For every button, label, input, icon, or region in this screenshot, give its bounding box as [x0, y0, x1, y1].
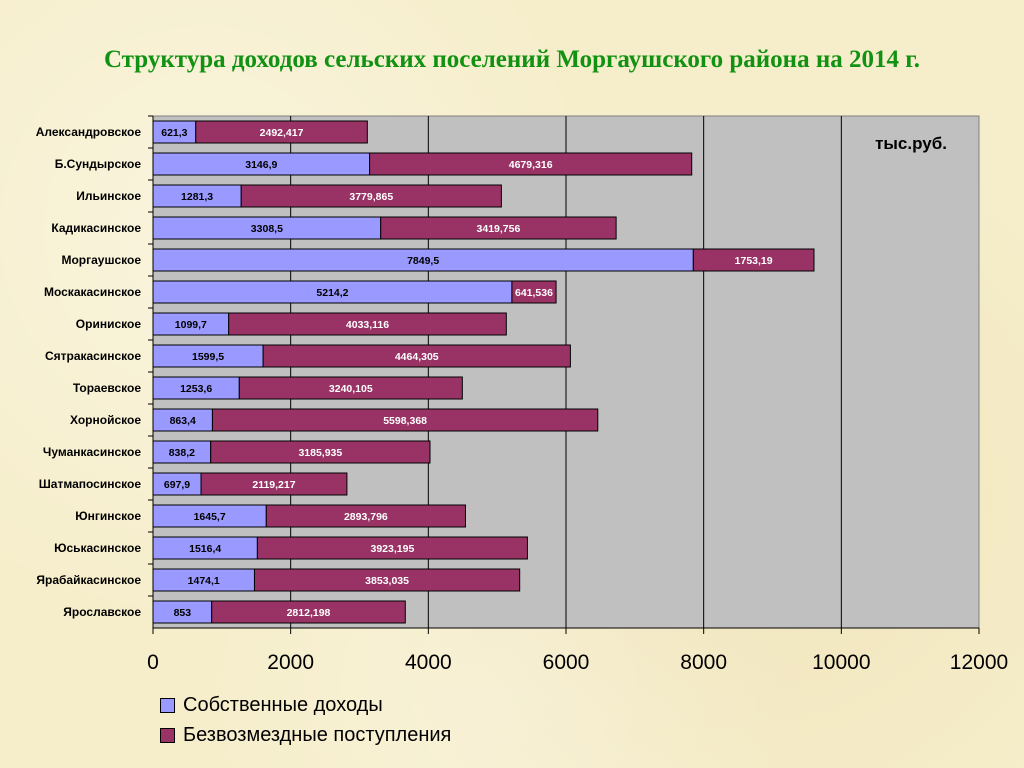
value-label-transfers: 3185,935	[298, 447, 342, 459]
bar-transfers	[265, 504, 466, 528]
legend-item-own: Собственные доходы	[160, 690, 451, 720]
bar-transfers	[238, 376, 463, 400]
x-tick-label: 2000	[267, 651, 314, 674]
category-label: Юнгинское	[75, 509, 141, 523]
value-label-own: 1099,7	[175, 319, 207, 331]
legend-label-transfers: Безвозмездные поступления	[183, 723, 452, 746]
bar-transfers	[211, 408, 599, 432]
bar-transfers	[211, 600, 406, 624]
bar-transfers	[240, 184, 502, 208]
bar-transfers	[200, 472, 348, 496]
category-label: Сятракасинское	[45, 349, 141, 363]
category-label: Ярославское	[63, 605, 141, 619]
value-label-own: 1474,1	[188, 575, 220, 587]
value-label-transfers: 3240,105	[329, 383, 373, 395]
category-label: Хорнойское	[70, 413, 141, 427]
legend-label-own: Собственные доходы	[183, 693, 383, 716]
bar-transfers	[195, 120, 368, 144]
bar-transfers	[228, 312, 507, 336]
value-label-transfers: 5598,368	[383, 415, 427, 427]
category-label: Александровское	[36, 125, 142, 139]
category-label: Тораевское	[73, 381, 142, 395]
value-label-transfers: 3853,035	[365, 575, 409, 587]
bar-transfers	[253, 568, 521, 592]
value-label-transfers: 4033,116	[346, 319, 389, 331]
value-label-own: 3146,9	[245, 159, 277, 171]
value-label-transfers: 641,536	[515, 287, 553, 299]
value-label-own: 1645,7	[194, 511, 226, 523]
bar-transfers	[256, 536, 528, 560]
value-label-transfers: 2812,198	[287, 607, 331, 619]
x-tick-label: 8000	[680, 651, 727, 674]
bar-transfers	[210, 440, 431, 464]
bar-transfers	[369, 152, 693, 176]
category-label: Ильинское	[76, 189, 141, 203]
category-label: Чуманкасинское	[43, 445, 141, 459]
bar-transfers	[380, 216, 617, 240]
category-label: Б.Сундырское	[55, 157, 142, 171]
value-label-own: 3308,5	[251, 223, 283, 235]
value-label-transfers: 2893,796	[344, 511, 388, 523]
value-label-transfers: 3779,865	[349, 191, 393, 203]
value-label-transfers: 2492,417	[260, 127, 304, 139]
value-label-transfers: 4464,305	[395, 351, 439, 363]
legend-item-transfers: Безвозмездные поступления	[160, 720, 451, 750]
category-label: Ориниское	[76, 317, 142, 331]
value-label-own: 5214,2	[316, 287, 348, 299]
x-tick-label: 12000	[950, 651, 1008, 674]
value-label-transfers: 2119,217	[252, 479, 295, 491]
value-label-transfers: 4679,316	[509, 159, 553, 171]
value-label-transfers: 3923,195	[371, 543, 415, 555]
value-label-transfers: 1753,19	[735, 255, 773, 267]
value-label-own: 1516,4	[189, 543, 221, 555]
legend-swatch-own	[160, 697, 175, 713]
x-tick-label: 4000	[405, 651, 452, 674]
x-tick-label: 0	[147, 651, 159, 674]
value-label-own: 1281,3	[181, 191, 213, 203]
value-label-own: 1253,6	[180, 383, 212, 395]
value-label-own: 7849,5	[407, 255, 439, 267]
legend-swatch-transfers	[160, 727, 175, 743]
bar-transfers	[692, 248, 815, 272]
value-label-own: 863,4	[170, 415, 196, 427]
category-label: Шатмапосинское	[39, 477, 142, 491]
legend: Собственные доходы Безвозмездные поступл…	[160, 690, 451, 750]
value-label-own: 621,3	[161, 127, 187, 139]
category-label: Москакасинское	[44, 285, 141, 299]
x-tick-label: 10000	[812, 651, 870, 674]
value-label-own: 697,9	[164, 479, 190, 491]
value-label-transfers: 3419,756	[477, 223, 521, 235]
value-label-own: 838,2	[169, 447, 195, 459]
value-label-own: 853	[174, 607, 192, 619]
bar-transfers	[262, 344, 571, 368]
x-tick-label: 6000	[543, 651, 590, 674]
chart-title: Структура доходов сельских поселений Мор…	[103, 46, 921, 73]
category-label: Юськасинское	[54, 541, 141, 555]
value-label-own: 1599,5	[192, 351, 224, 363]
category-label: Моргаушское	[61, 253, 141, 267]
bar-transfers	[511, 280, 557, 304]
category-label: Кадикасинское	[51, 221, 141, 235]
category-label: Ярабайкасинское	[36, 573, 141, 587]
unit-label: тыс.руб.	[875, 134, 947, 153]
